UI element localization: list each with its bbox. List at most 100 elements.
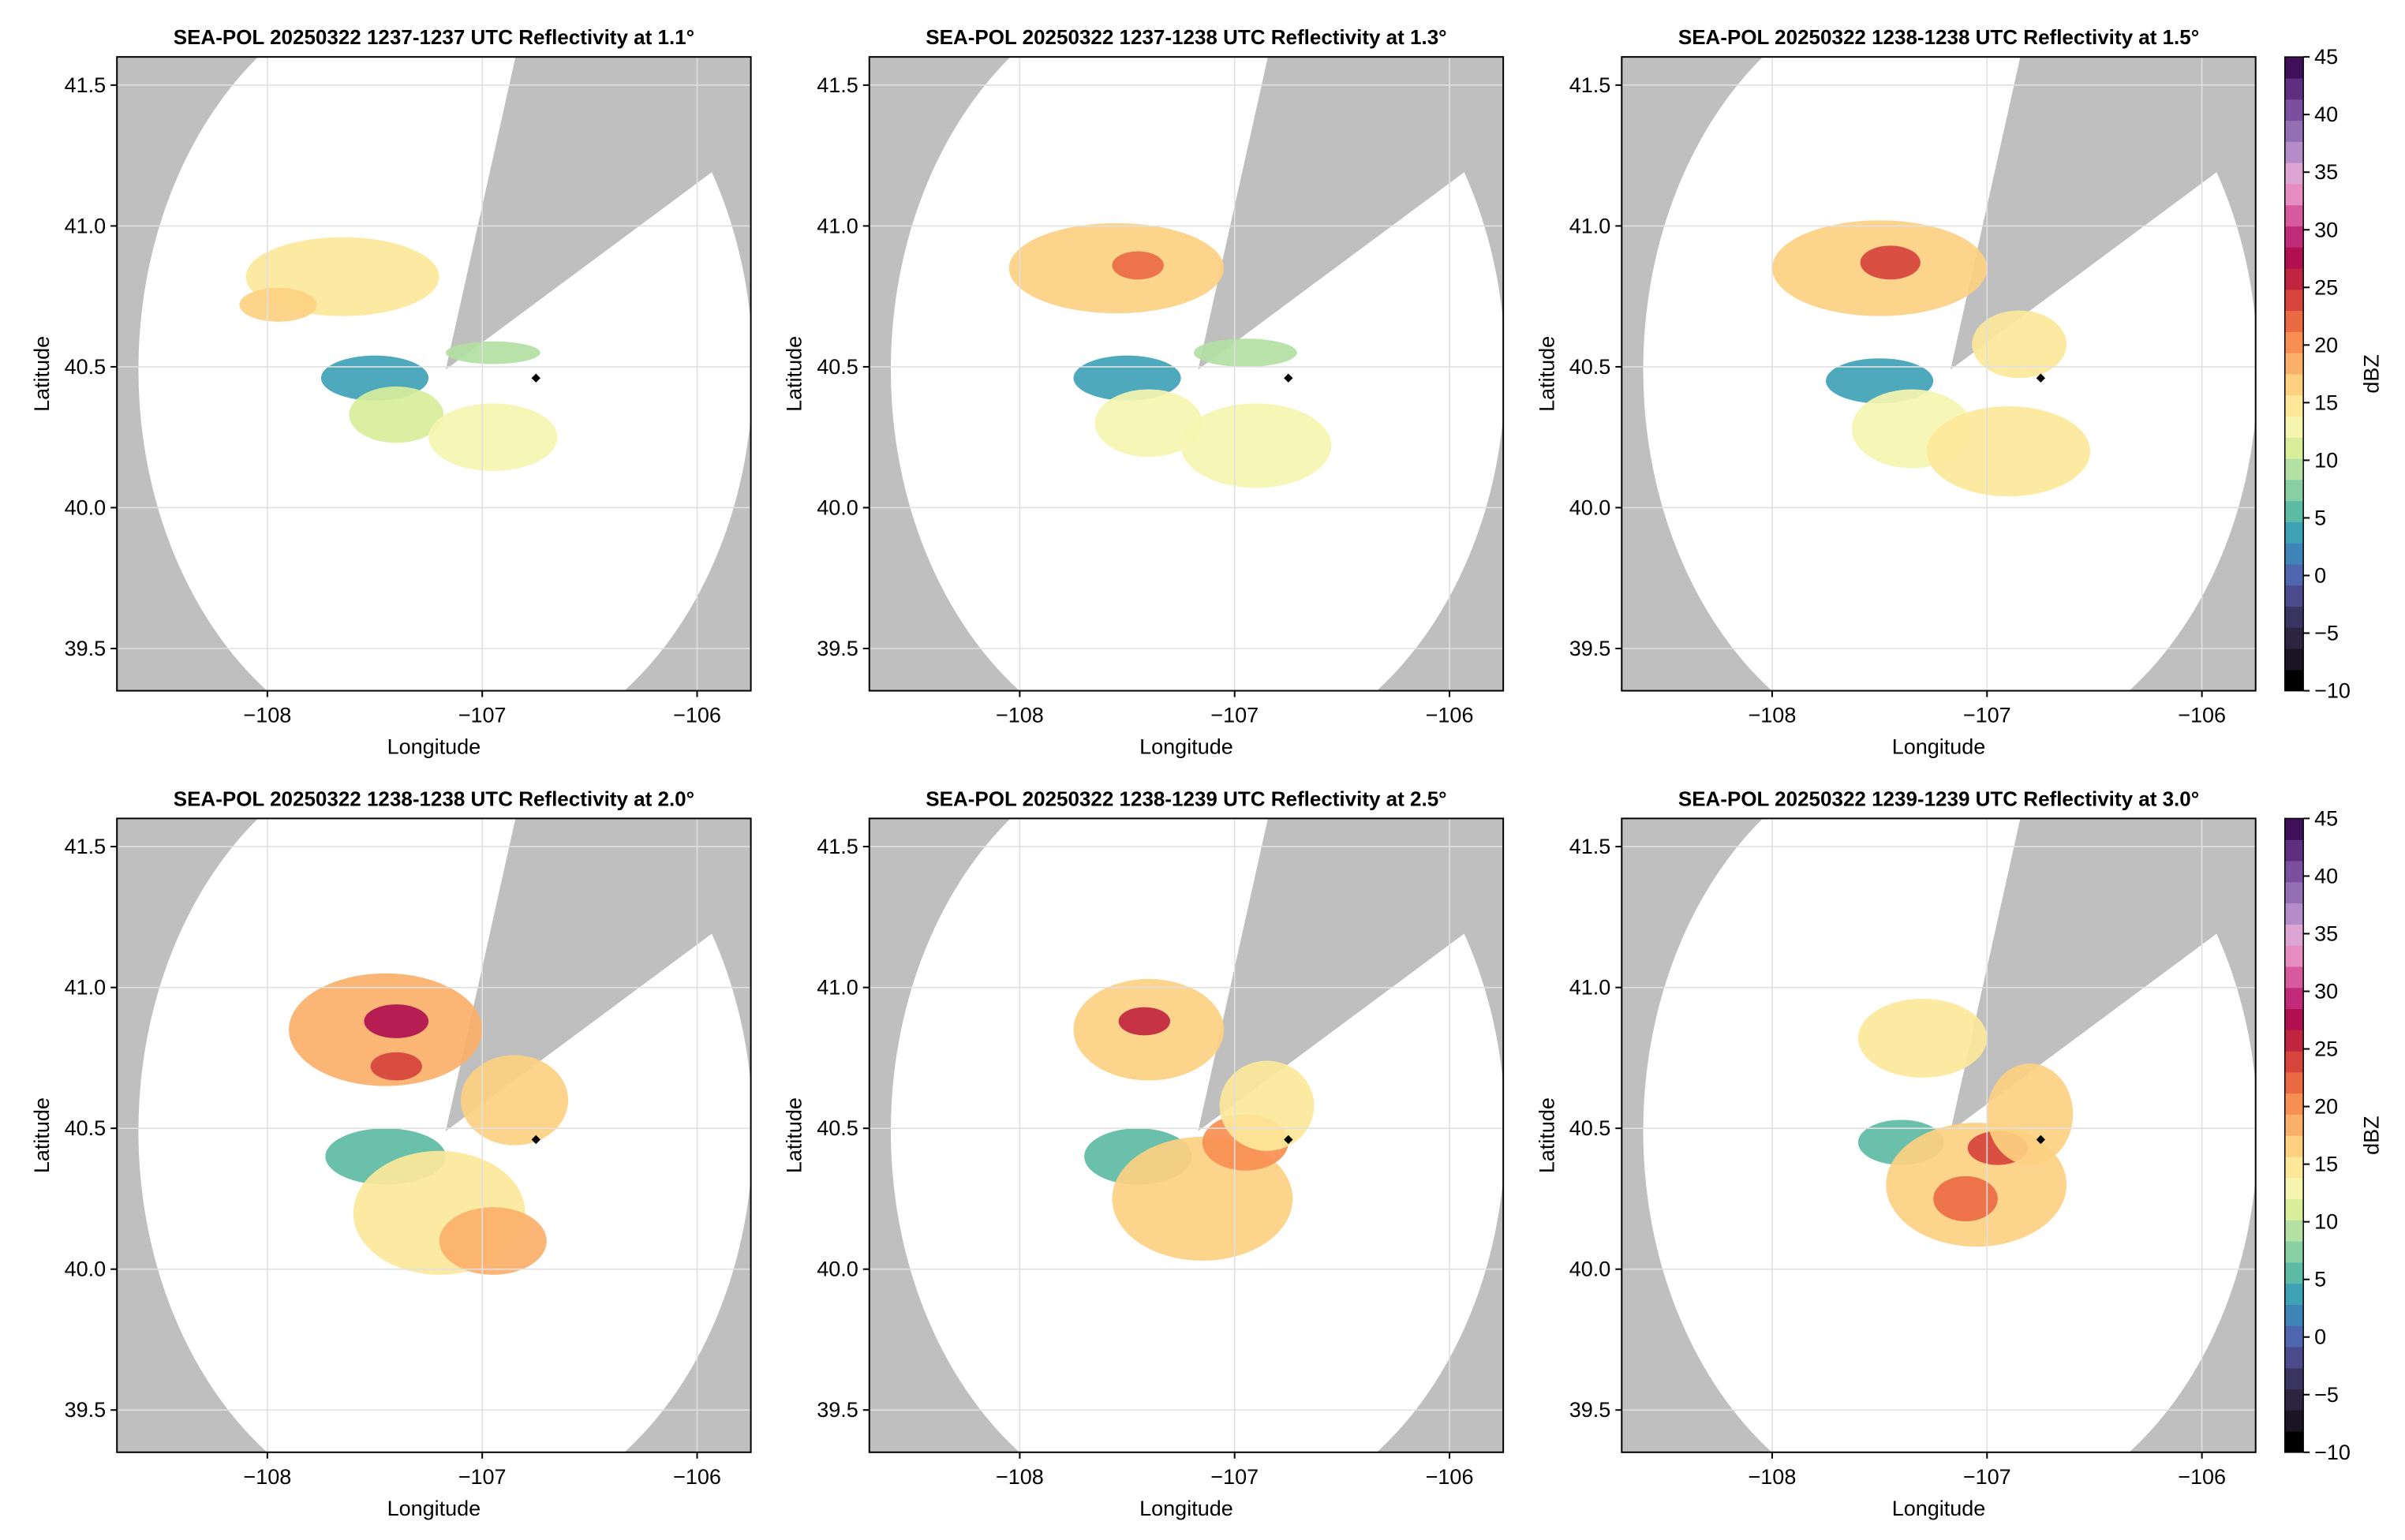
colorbar-segment: [2284, 289, 2304, 312]
x-tick-label: −108: [1749, 1465, 1797, 1489]
colorbar-segment: [2284, 77, 2304, 100]
axes-frame: [868, 817, 1505, 1453]
x-tick-label: −108: [243, 704, 291, 727]
plot-area: [117, 57, 751, 691]
colorbar-tick-label: 30: [2314, 218, 2338, 241]
colorbar-segment: [2284, 204, 2304, 226]
x-tick-label: −106: [1426, 704, 1474, 727]
plot-area: [869, 57, 1504, 691]
y-tick-label: 39.5: [1569, 637, 1611, 660]
x-tick-label: −108: [996, 704, 1044, 727]
x-tick-label: −106: [2178, 1465, 2226, 1489]
echo-region: [370, 1052, 422, 1081]
colorbar-label: dBZ: [2360, 354, 2384, 394]
colorbar-segment: [2284, 903, 2304, 925]
echo-region: [1180, 403, 1332, 488]
colorbar-segment: [2284, 839, 2304, 862]
colorbar-segment: [2284, 267, 2304, 290]
x-tick-label: −107: [458, 704, 507, 727]
y-tick-label: 41.0: [65, 976, 107, 1000]
plot-area: [869, 818, 1504, 1452]
x-tick-label: −106: [673, 704, 721, 727]
panel-title: SEA-POL 20250322 1239-1239 UTC Reflectiv…: [1678, 787, 2199, 810]
colorbar-tick-label: 0: [2314, 1325, 2326, 1349]
colorbar-segment: [2284, 1156, 2304, 1179]
blocked-sector: [1198, 818, 1486, 1131]
colorbar-segment: [2284, 416, 2304, 438]
colorbar-segment: [2284, 1030, 2304, 1052]
y-axis-label: Latitude: [783, 1097, 806, 1173]
y-tick-label: 39.5: [817, 637, 858, 660]
y-tick-label: 39.5: [1569, 1398, 1611, 1422]
axes-frame: [116, 56, 752, 692]
colorbar-tick-label: 45: [2314, 806, 2338, 830]
colorbar-segment: [2284, 1346, 2304, 1369]
colorbar-tick-label: 25: [2314, 275, 2338, 299]
y-tick-label: 40.5: [1569, 1116, 1611, 1140]
echo-region: [1927, 406, 2090, 497]
colorbar-segment: [2284, 500, 2304, 522]
colorbar-1: −10 −5 0 5 10 15 20 25 30 35 40 45 dBZ: [2284, 45, 2384, 703]
colorbar-segment: [2284, 945, 2304, 967]
colorbar-tick-label: 5: [2314, 1268, 2326, 1291]
colorbar-segment: [2284, 353, 2304, 375]
y-tick-label: 40.5: [817, 355, 858, 379]
colorbar-segment: [2284, 373, 2304, 396]
colorbar-segment: [2284, 521, 2304, 544]
site-marker: [2036, 1134, 2046, 1145]
colorbar-segment: [2284, 1304, 2304, 1326]
axes-frame: [116, 817, 752, 1453]
panel-6: −108 −107 −106 39.5 40.0 40.5 41.0 41.5 SEA-POL …: [1535, 787, 2257, 1520]
x-tick-label: −107: [1210, 1465, 1259, 1489]
colorbar-segment: [2284, 1071, 2304, 1094]
site-marker: [2036, 373, 2046, 383]
echo-region: [1112, 251, 1164, 280]
y-tick-label: 40.0: [1569, 495, 1611, 519]
colorbar-segment: [2284, 1050, 2304, 1073]
blocked-sector: [445, 818, 734, 1131]
colorbar-segment: [2284, 183, 2304, 206]
colorbar-segment: [2284, 120, 2304, 142]
x-axis-label: Longitude: [1139, 1497, 1233, 1520]
echo-region: [1094, 389, 1202, 458]
plot-area: [1621, 57, 2256, 691]
colorbar-frame: [2284, 56, 2304, 692]
colorbar-segment: [2284, 818, 2304, 840]
x-axis-label: Longitude: [1892, 735, 1986, 759]
colorbar-segment: [2284, 1283, 2304, 1305]
y-axis-label: Latitude: [30, 336, 54, 412]
colorbar-segment: [2284, 310, 2304, 332]
colorbar-segment: [2284, 1410, 2304, 1432]
colorbar-segment: [2284, 163, 2304, 185]
panel-4: −108 −107 −106 39.5 40.0 40.5 41.0 41.5 SEA-POL …: [30, 787, 752, 1520]
colorbar-segment: [2284, 394, 2304, 417]
colorbar-label: dBZ: [2360, 1116, 2384, 1155]
colorbar-segment: [2284, 648, 2304, 671]
y-tick-label: 40.0: [817, 1258, 858, 1281]
y-tick-label: 41.0: [65, 214, 107, 237]
colorbar-segment: [2284, 1262, 2304, 1284]
y-tick-label: 40.5: [817, 1116, 858, 1140]
site-marker: [1284, 373, 1293, 383]
echo-region: [1933, 1176, 1998, 1222]
colorbar-2: −10 −5 0 5 10 15 20 25 30 35 40 45 dBZ: [2284, 806, 2384, 1464]
colorbar-tick-label: 0: [2314, 563, 2326, 587]
panel-title: SEA-POL 20250322 1238-1238 UTC Reflectiv…: [174, 787, 694, 810]
y-tick-label: 41.0: [1569, 976, 1611, 1000]
colorbar-segment: [2284, 141, 2304, 163]
blocked-sector: [445, 57, 734, 370]
colorbar-segment: [2284, 331, 2304, 353]
colorbar-segment: [2284, 226, 2304, 248]
y-tick-label: 39.5: [65, 1398, 107, 1422]
colorbar-tick-label: 35: [2314, 160, 2338, 184]
colorbar-segment: [2284, 1325, 2304, 1348]
colorbar-segment: [2284, 543, 2304, 565]
colorbar-segment: [2284, 458, 2304, 480]
y-axis-label: Latitude: [783, 336, 806, 412]
colorbar-segment: [2284, 1198, 2304, 1220]
y-tick-label: 39.5: [65, 637, 107, 660]
echo-region: [428, 403, 558, 472]
x-tick-label: −106: [2178, 704, 2226, 727]
y-axis-label: Latitude: [1535, 1097, 1558, 1173]
